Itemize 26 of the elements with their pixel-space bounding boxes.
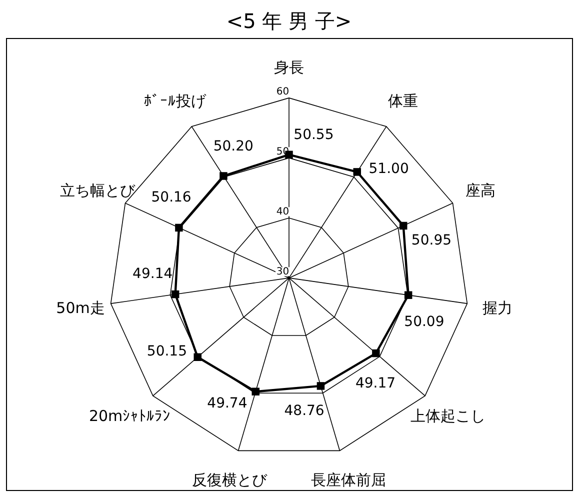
y-tick-label: 30 xyxy=(276,266,290,278)
data-label: 50.95 xyxy=(411,232,452,249)
spoke-label: 握力 xyxy=(482,298,512,317)
data-label: 50.09 xyxy=(404,314,444,330)
spoke-label: 上体起こし xyxy=(410,406,486,425)
spoke-label: ﾎﾞｰﾙ投げ xyxy=(144,92,208,110)
data-label: 50.20 xyxy=(213,138,254,154)
spoke-label: 反復横とび xyxy=(192,471,268,490)
data-label: 49.74 xyxy=(207,396,248,412)
spoke-label: 長座体前屈 xyxy=(310,471,386,490)
spoke-label: 50m走 xyxy=(56,298,105,317)
spoke-label: 体重 xyxy=(388,92,418,110)
data-label: 50.16 xyxy=(151,189,192,206)
chart-title: <5 年 男 子> xyxy=(226,9,352,33)
data-label: 49.17 xyxy=(355,376,396,392)
spoke-label: 立ち幅とび xyxy=(60,181,136,200)
data-label: 50.55 xyxy=(294,127,334,144)
spoke-label: 20mｼｬﾄﾙﾗﾝ xyxy=(88,406,171,425)
spoke-label: 身長 xyxy=(274,58,304,76)
y-tick-label: 40 xyxy=(276,206,290,218)
data-label: 48.76 xyxy=(284,403,324,420)
data-label: 51.00 xyxy=(368,161,409,178)
y-tick-label: 60 xyxy=(276,86,290,98)
spoke-label: 座高 xyxy=(466,181,496,200)
data-label: 49.14 xyxy=(132,266,173,282)
data-label: 50.15 xyxy=(146,344,187,360)
